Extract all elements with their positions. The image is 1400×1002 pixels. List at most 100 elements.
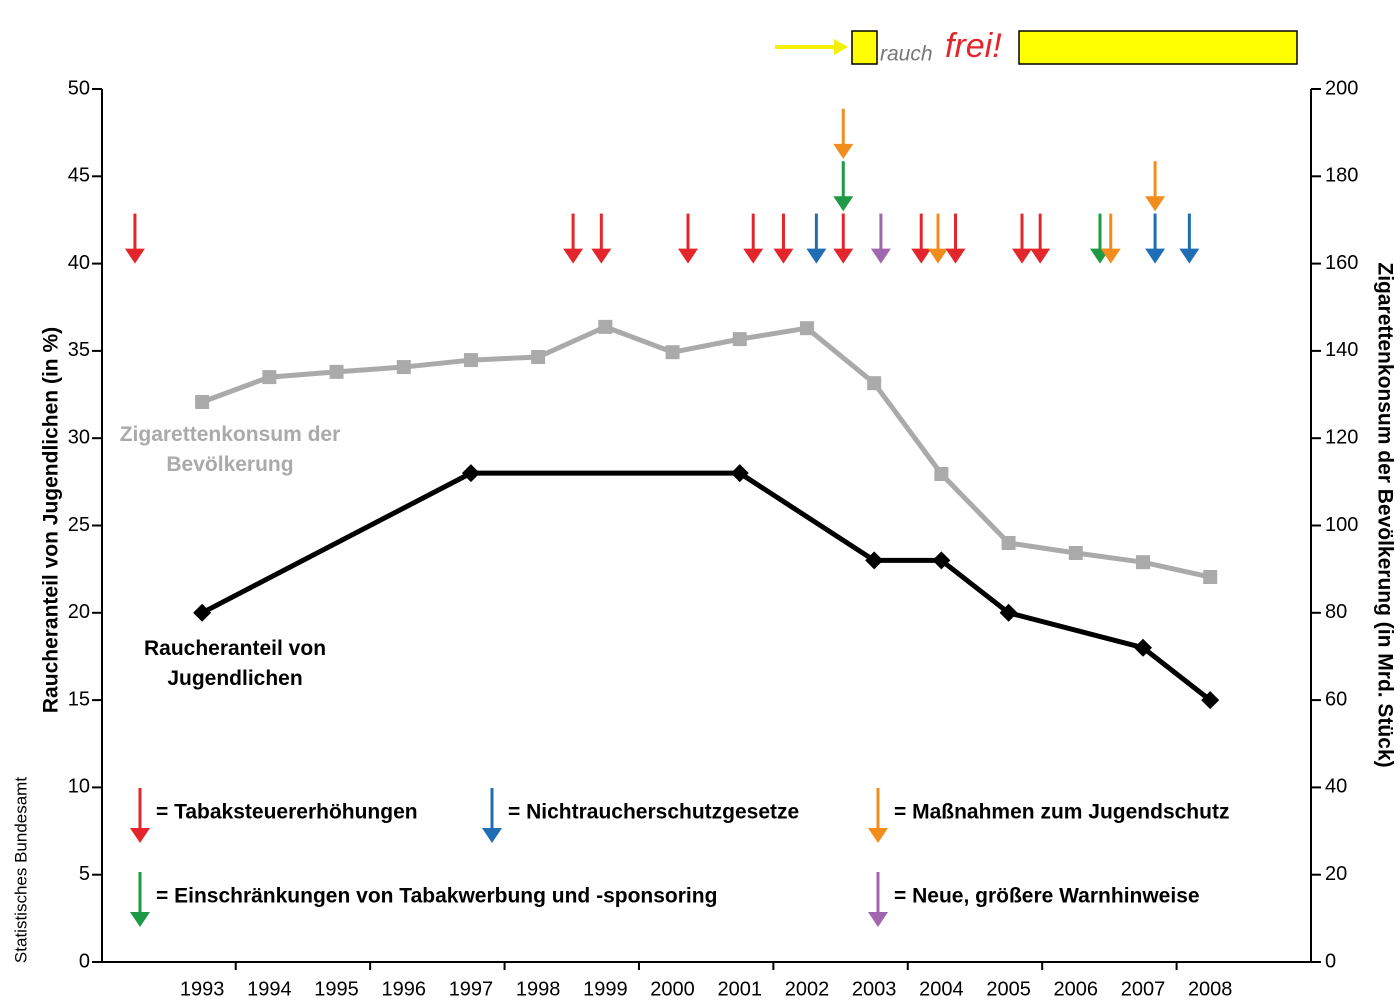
arrow-head <box>928 248 949 264</box>
event-arrow <box>1100 213 1121 264</box>
y-tick-label: 25 <box>68 514 90 536</box>
x-tick-label: 1996 <box>381 978 426 1000</box>
legend-label: = Neue, größere Warnhinweise <box>894 885 1200 908</box>
arrow-head <box>868 912 888 927</box>
event-arrow <box>743 213 764 264</box>
y2-tick-label: 100 <box>1325 514 1358 536</box>
marker <box>463 353 478 368</box>
logo-box <box>851 30 878 65</box>
arrow-head <box>482 828 502 843</box>
y2-tick-label: 120 <box>1325 426 1358 448</box>
x-tick-label: 1997 <box>449 978 494 1000</box>
event-arrow <box>678 213 699 264</box>
marker <box>531 350 546 365</box>
legend-label: = Einschränkungen von Tabakwerbung und -… <box>156 885 717 908</box>
y-tick-label: 40 <box>68 252 90 274</box>
marker <box>730 464 749 483</box>
marker <box>396 360 411 375</box>
arrow-head <box>833 143 854 159</box>
arrow-head <box>130 912 150 927</box>
y2-tick-label: 200 <box>1325 77 1358 99</box>
arrow-head <box>1145 248 1166 264</box>
event-arrow <box>1012 213 1033 264</box>
y-tick-label: 20 <box>68 601 90 623</box>
event-arrow <box>773 213 794 264</box>
x-tick-label: 2000 <box>650 978 695 1000</box>
x-tick-label: 1999 <box>583 978 628 1000</box>
marker <box>598 319 613 334</box>
event-arrow <box>591 213 612 264</box>
arrow-head <box>1012 248 1033 264</box>
y2-tick-label: 160 <box>1325 252 1358 274</box>
arrow-head <box>591 248 612 264</box>
marker <box>195 394 210 409</box>
arrow-head <box>833 248 854 264</box>
logo-text: rauch <box>880 43 933 66</box>
event-arrow <box>563 213 584 264</box>
y2-tick-label: 80 <box>1325 601 1347 623</box>
x-tick-label: 1994 <box>247 978 292 1000</box>
legend-arrow <box>868 788 888 843</box>
marker <box>732 332 747 347</box>
series-label: Zigarettenkonsum der Bevölkerung <box>119 423 341 476</box>
marker <box>665 345 680 360</box>
arrow-head <box>806 248 827 264</box>
legend-arrow <box>482 788 502 843</box>
arrow-head <box>945 248 966 264</box>
source: Statistisches Bundesamt <box>11 777 30 963</box>
y-tick-label: 15 <box>68 688 90 710</box>
marker <box>1133 638 1152 657</box>
marker <box>262 370 277 385</box>
event-arrow <box>1030 213 1051 264</box>
event-arrow <box>1145 161 1166 212</box>
y-tick-label: 30 <box>68 426 90 448</box>
logo-arrowhead <box>834 39 848 55</box>
x-tick-label: 2003 <box>852 978 897 1000</box>
x-tick-label: 1998 <box>516 978 561 1000</box>
y-tick-label: 50 <box>68 77 90 99</box>
marker <box>1201 691 1220 710</box>
y2-tick-label: 60 <box>1325 688 1347 710</box>
arrow-head <box>1179 248 1200 264</box>
x-tick-label: 1993 <box>180 978 225 1000</box>
y2-axis-label: Zigarettenkonsum der Bevölkerung (in Mrd… <box>1373 262 1396 767</box>
event-arrow <box>945 213 966 264</box>
arrow-head <box>870 248 891 264</box>
arrow-head <box>868 828 888 843</box>
marker <box>1203 570 1218 585</box>
x-tick-label: 2007 <box>1121 978 1166 1000</box>
y-tick-label: 45 <box>68 165 90 187</box>
y-tick-label: 5 <box>79 863 90 885</box>
event-arrow <box>870 213 891 264</box>
event-arrow <box>1145 213 1166 264</box>
arrow-head <box>833 196 854 212</box>
marker <box>1068 545 1083 560</box>
x-tick-label: 2005 <box>986 978 1031 1000</box>
marker <box>193 603 212 622</box>
marker <box>1135 555 1150 570</box>
event-arrow <box>833 213 854 264</box>
arrow-head <box>130 828 150 843</box>
event-arrow <box>806 213 827 264</box>
event-arrow <box>928 213 949 264</box>
y-tick-label: 10 <box>68 776 90 798</box>
event-arrow <box>911 213 932 264</box>
arrow-head <box>678 248 699 264</box>
y-tick-label: 0 <box>79 950 90 972</box>
legend-arrow <box>130 788 150 843</box>
marker <box>867 376 882 391</box>
y-tick-label: 35 <box>68 339 90 361</box>
x-tick-label: 2004 <box>919 978 964 1000</box>
arrow-head <box>743 248 764 264</box>
y2-tick-label: 140 <box>1325 339 1358 361</box>
x-tick-label: 2008 <box>1188 978 1233 1000</box>
y2-tick-label: 0 <box>1325 950 1336 972</box>
marker <box>461 464 480 483</box>
y2-tick-label: 180 <box>1325 165 1358 187</box>
legend-label: = Maßnahmen zum Jugendschutz <box>894 801 1229 824</box>
arrow-head <box>1100 248 1121 264</box>
y-axis-label: Raucheranteil von Jugendlichen (in %) <box>40 327 63 713</box>
marker <box>1001 535 1016 550</box>
